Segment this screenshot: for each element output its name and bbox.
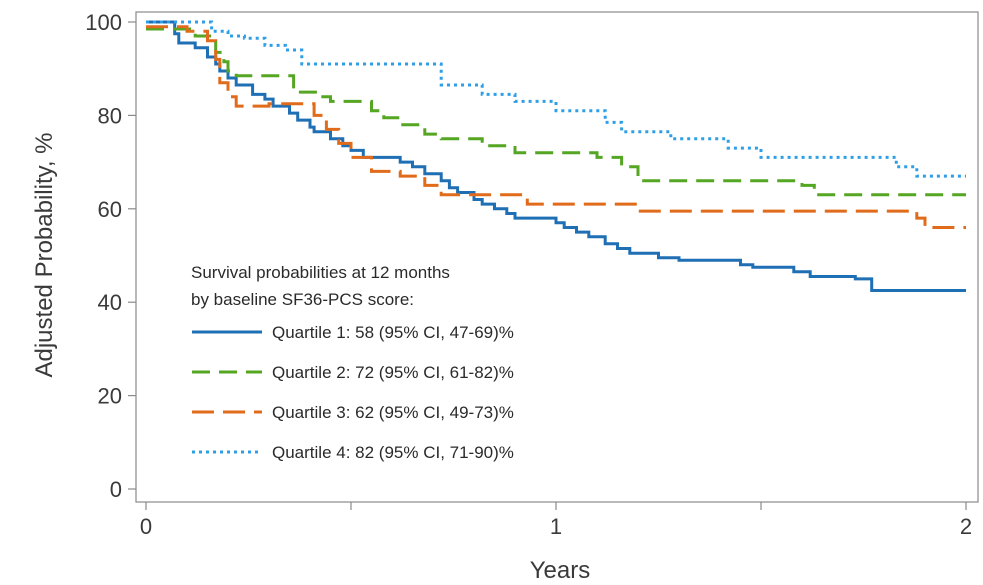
legend: Survival probabilities at 12 months by b… [191,263,514,462]
legend-title-line-2: by baseline SF36-PCS score: [191,290,414,309]
y-tick-label: 0 [110,477,122,502]
legend-label-quartile-1: Quartile 1: 58 (95% CI, 47-69)% [272,323,514,342]
x-tick-label: 2 [960,514,972,539]
y-tick-label: 100 [85,10,122,35]
legend-entries: Quartile 1: 58 (95% CI, 47-69)% Quartile … [192,323,514,462]
series-layer [146,20,966,292]
legend-label-quartile-4: Quartile 4: 82 (95% CI, 71-90)% [272,443,514,462]
y-axis-title: Adjusted Probability, % [31,132,58,377]
x-axis-title: Years [530,557,591,584]
axes: 0 20 40 60 80 100 0 1 2 [85,10,972,539]
series-line-quartile-1 [146,20,966,292]
y-tick-label: 60 [98,197,122,222]
y-tick-label: 20 [98,384,122,409]
series-line-quartile-2 [146,27,966,197]
y-tick-label: 40 [98,290,122,315]
legend-label-quartile-3: Quartile 3: 62 (95% CI, 49-73)% [272,403,514,422]
series-line-quartile-3 [146,25,966,229]
y-tick-label: 80 [98,103,122,128]
x-tick-label: 0 [140,514,152,539]
x-tick-label: 1 [550,514,562,539]
plot-frame [135,11,979,503]
legend-label-quartile-2: Quartile 2: 72 (95% CI, 61-82)% [272,363,514,382]
legend-title-line-1: Survival probabilities at 12 months [191,263,450,282]
